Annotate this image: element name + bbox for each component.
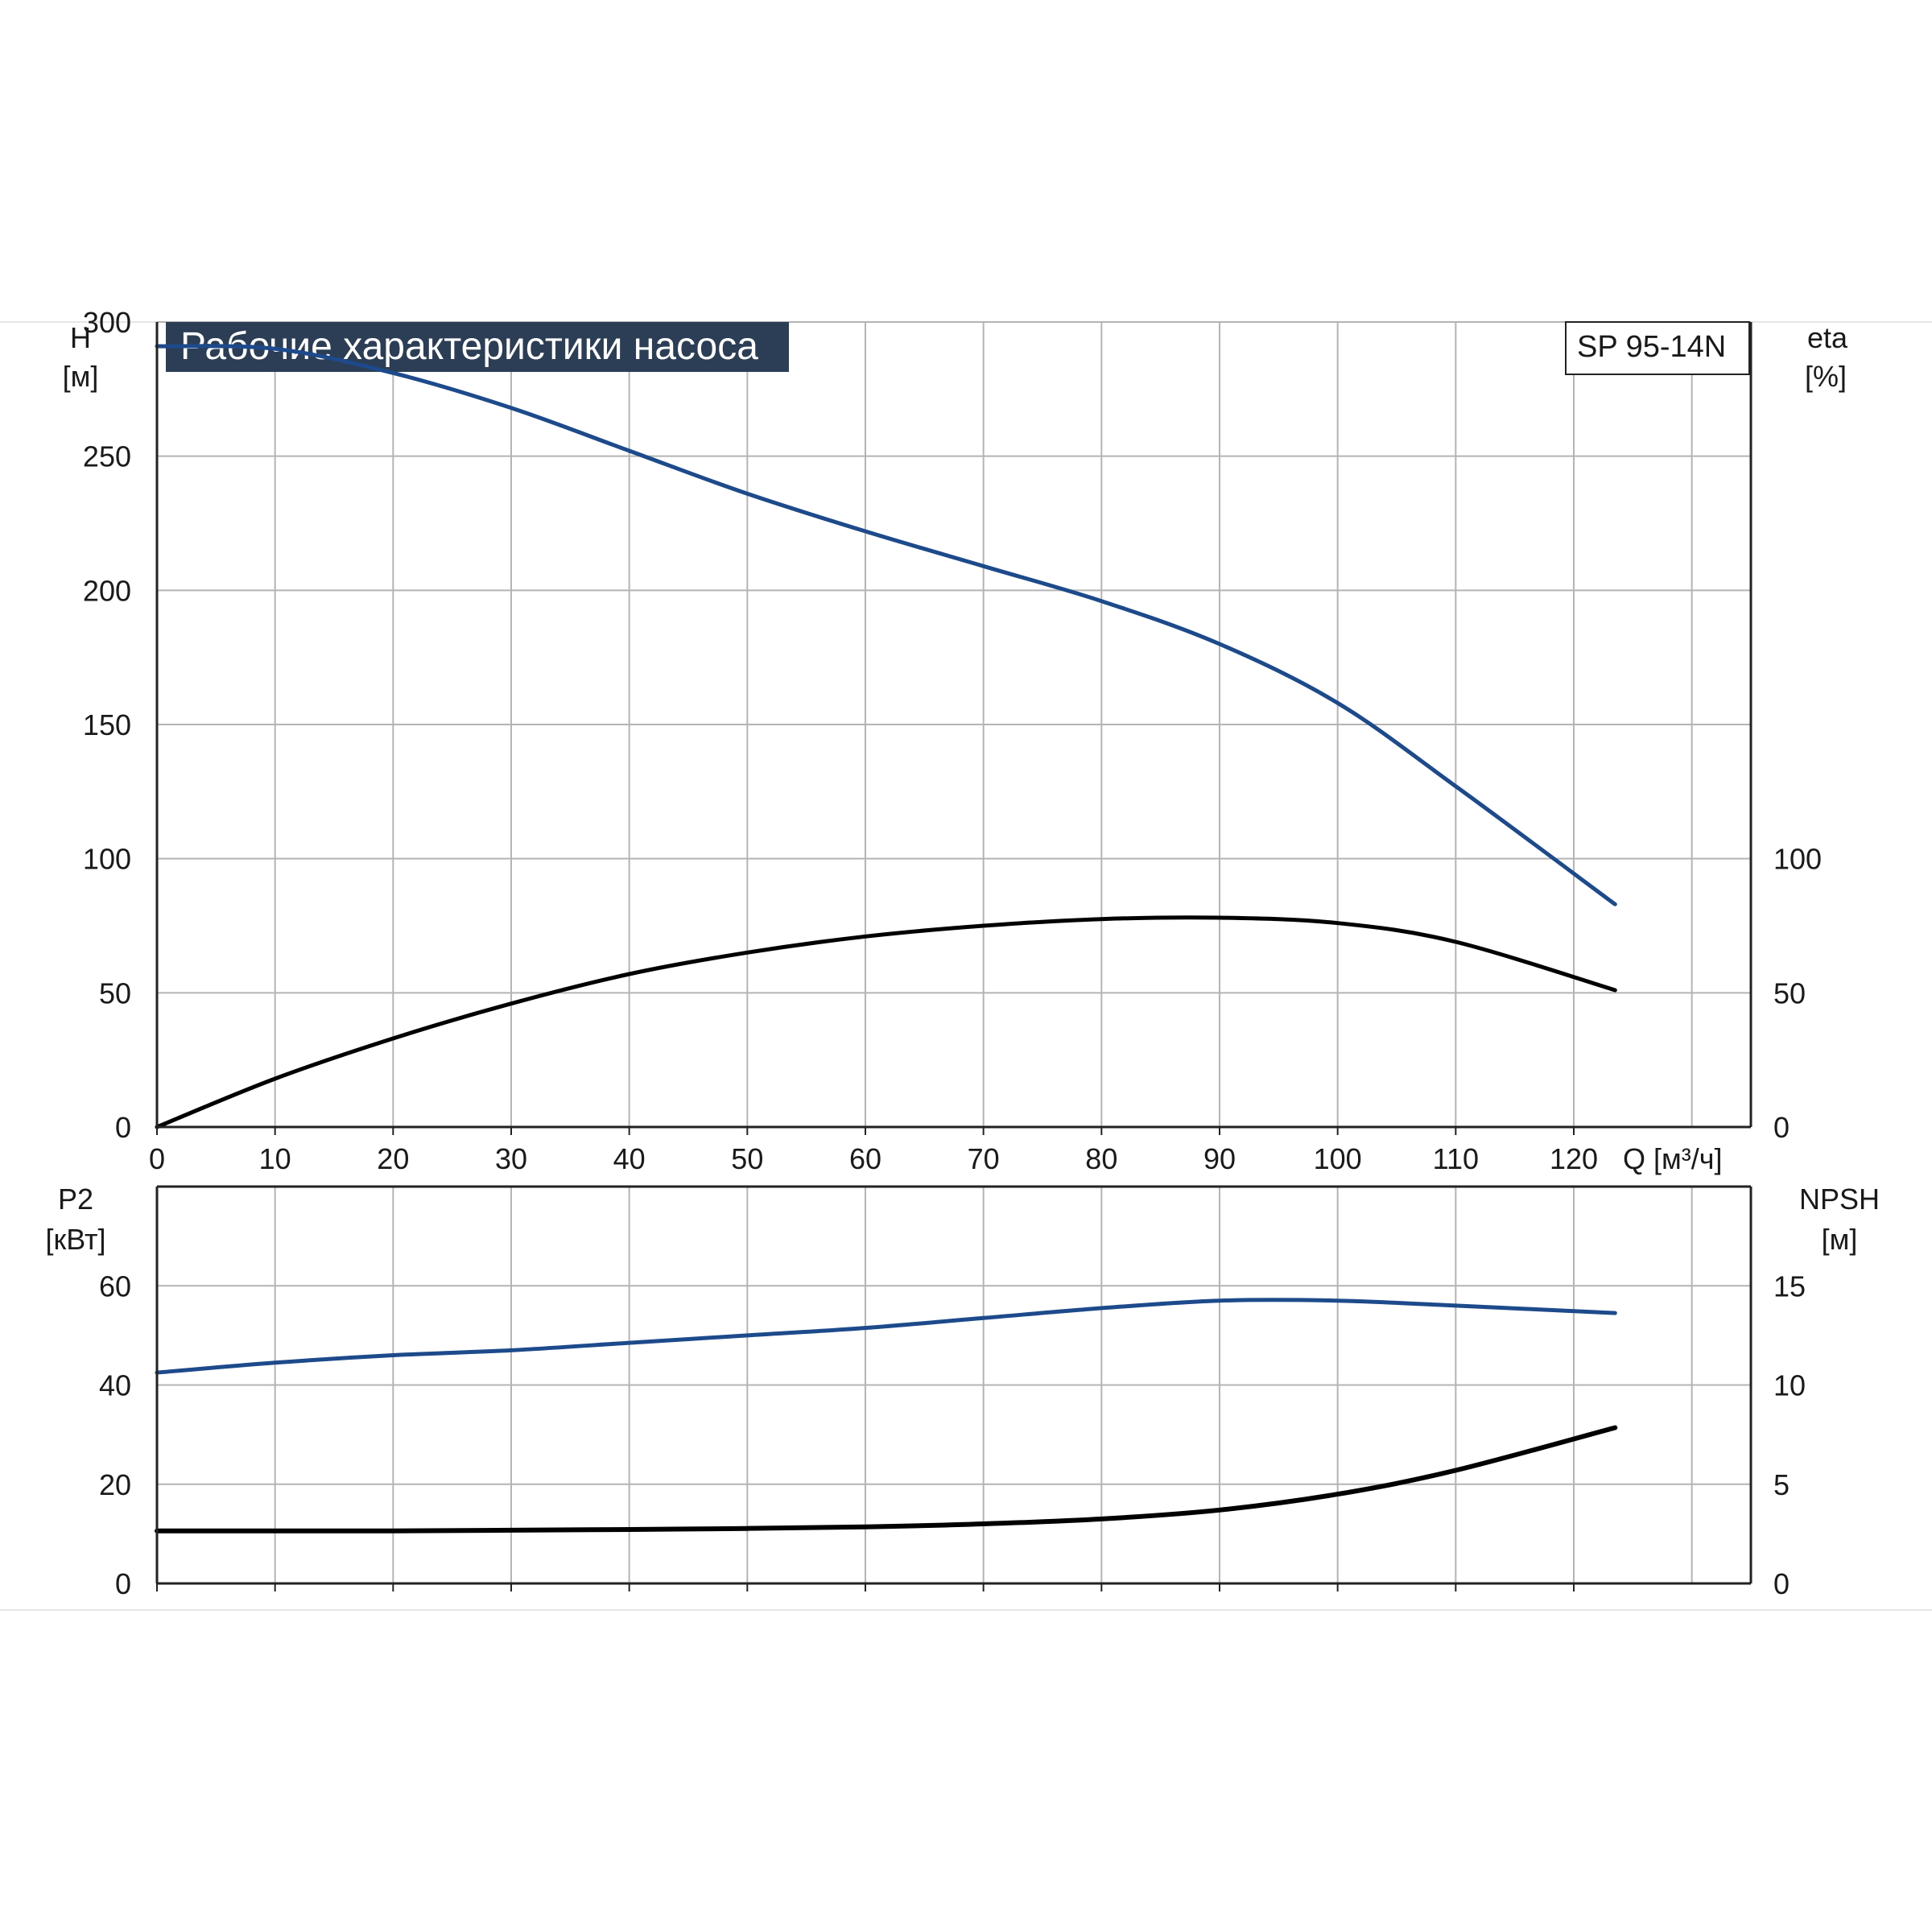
x-tick-label: 80 [1085, 1142, 1117, 1175]
chart-title: Рабочие характеристики насоса [180, 325, 758, 368]
x-tick-label: 30 [495, 1142, 527, 1175]
head-curve [155, 344, 1617, 906]
x-tick-label: 10 [259, 1142, 291, 1175]
npsh-tick-label: 15 [1773, 1269, 1806, 1302]
x-tick-label: 20 [377, 1142, 409, 1175]
p2-tick-label: 40 [99, 1369, 131, 1402]
x-tick-label: 100 [1314, 1142, 1362, 1175]
eta-tick-label: 50 [1773, 976, 1806, 1009]
p2-axis-name: P2 [58, 1183, 93, 1216]
npsh-tick-label: 10 [1773, 1369, 1806, 1402]
tick-labels: 0 10 20 30 40 50 60 70 80 90 100 110 120050100150200… [83, 306, 1822, 1600]
npsh-axis-unit: [м] [1822, 1223, 1858, 1256]
x-tick-label: 60 [849, 1142, 881, 1175]
h-tick-label: 50 [99, 976, 131, 1009]
model-label: SP 95-14N [1577, 330, 1726, 364]
h-tick-label: 100 [83, 843, 131, 876]
h-tick-label: 200 [83, 574, 131, 607]
power-curve [155, 1298, 1617, 1375]
x-tick-label: 90 [1203, 1142, 1236, 1175]
h-axis-unit: [м] [63, 360, 99, 393]
q-axis-label: Q [м³/ч] [1623, 1142, 1723, 1175]
top-panel-axes [155, 322, 1752, 1135]
x-tick-label: 70 [968, 1142, 1000, 1175]
bottom-panel-curves [155, 1298, 1618, 1534]
x-tick-label: 0 [149, 1142, 165, 1175]
p2-tick-label: 0 [115, 1567, 131, 1600]
eta-axis-name: eta [1807, 321, 1848, 354]
model-label-box [1565, 321, 1750, 375]
h-tick-label: 150 [83, 708, 131, 741]
p2-axis-unit: [кВт] [45, 1223, 105, 1256]
eta-tick-label: 100 [1773, 843, 1822, 876]
efficiency-curve [155, 915, 1617, 1129]
p2-tick-label: 60 [99, 1269, 131, 1302]
x-tick-label: 110 [1433, 1142, 1479, 1175]
top-panel-curves [155, 344, 1617, 1129]
npsh-tick-label: 5 [1773, 1468, 1790, 1501]
eta-axis-unit: [%] [1805, 360, 1847, 393]
npsh-curve [155, 1425, 1618, 1534]
h-tick-label: 300 [83, 306, 131, 339]
bottom-panel-axes [155, 1185, 1752, 1591]
top-panel-grid [157, 321, 1751, 1127]
x-tick-label: 120 [1550, 1142, 1598, 1175]
x-tick-label: 40 [613, 1142, 646, 1175]
x-tick-label: 50 [731, 1142, 763, 1175]
npsh-tick-label: 0 [1773, 1567, 1790, 1600]
p2-tick-label: 20 [99, 1468, 131, 1501]
npsh-axis-name: NPSH [1799, 1183, 1880, 1216]
h-tick-label: 250 [83, 440, 131, 473]
h-tick-label: 0 [115, 1111, 131, 1144]
h-axis-name: H [70, 321, 91, 354]
eta-tick-label: 0 [1773, 1111, 1790, 1144]
